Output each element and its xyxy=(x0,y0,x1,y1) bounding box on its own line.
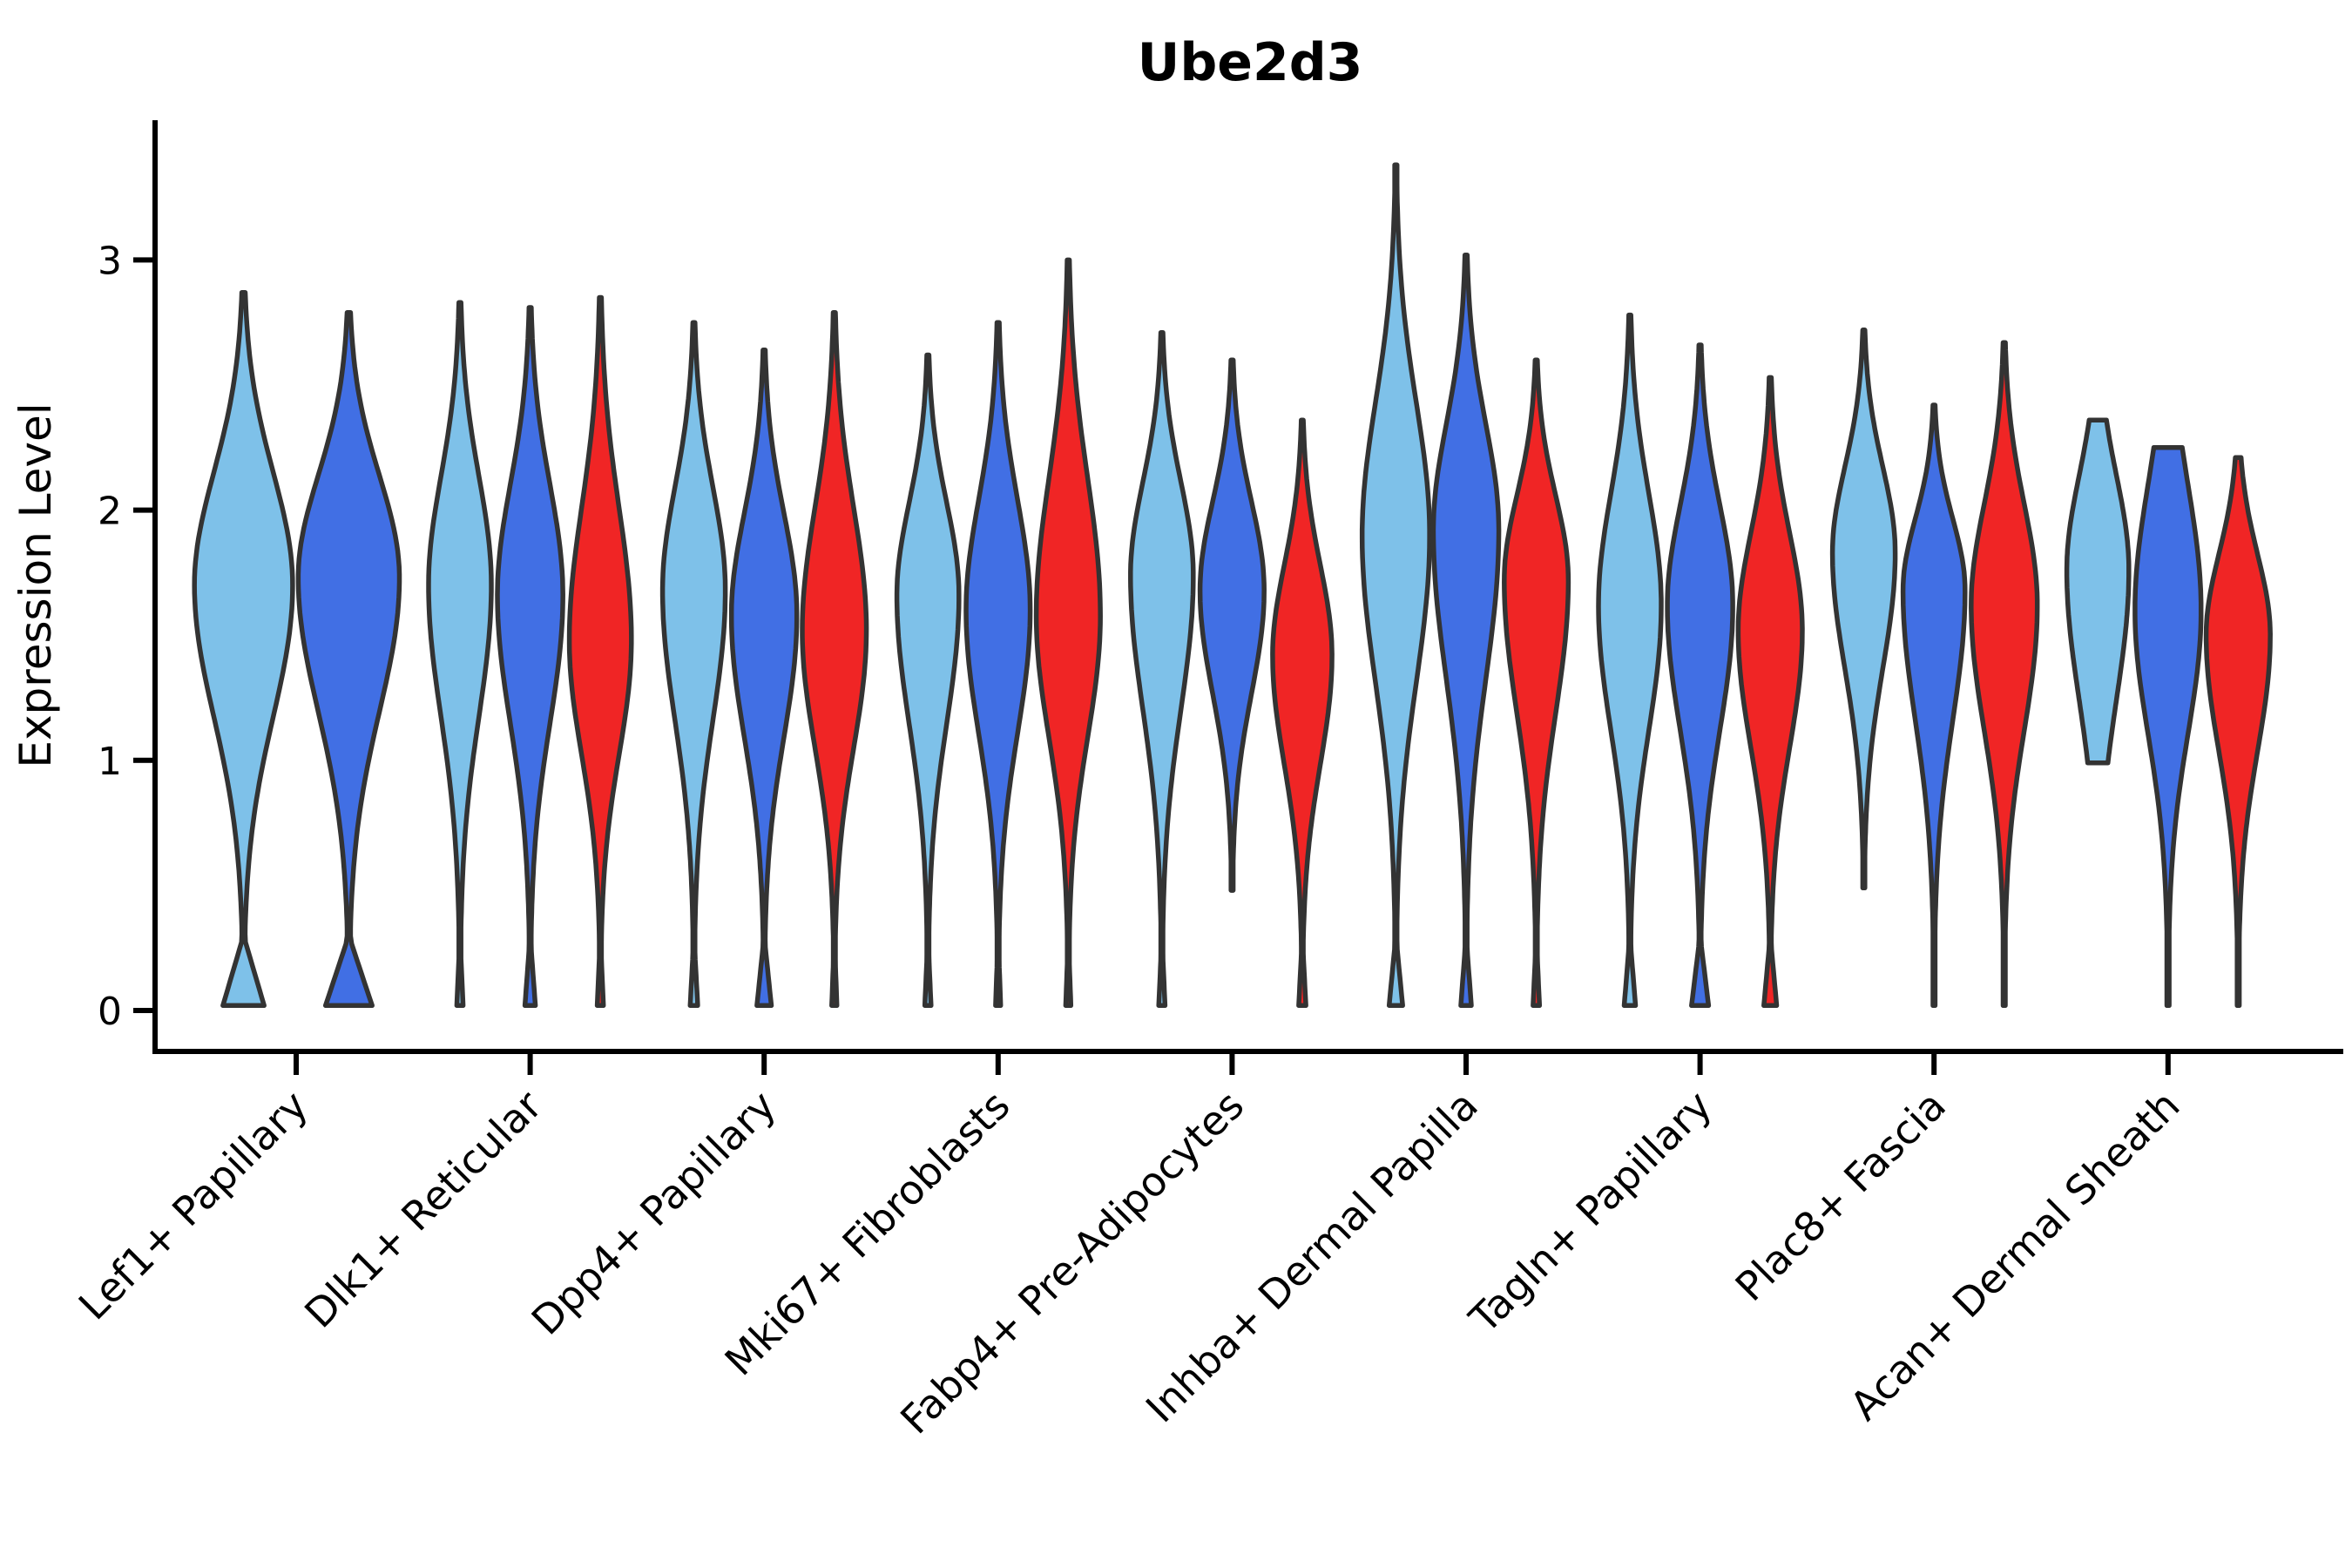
x-tick-mark xyxy=(995,1054,1001,1075)
x-tick-mark xyxy=(527,1054,533,1075)
violin-fabp4-pre-adipocytes-light-blue xyxy=(1128,329,1196,1009)
violin-lef1-papillary-light-blue xyxy=(192,289,295,1009)
y-tick-label-1: 1 xyxy=(98,740,122,784)
x-tick-label-plac8-fascia: Plac8+ Fascia xyxy=(1727,1082,1955,1310)
violin-dpp4-papillary-light-blue xyxy=(659,320,728,1009)
y-tick-label-2: 2 xyxy=(98,490,122,534)
y-tick-mark xyxy=(133,507,154,513)
violin-dlk1-reticular-blue xyxy=(495,305,565,1009)
y-axis-line xyxy=(152,120,158,1054)
violin-tagln-papillary-blue xyxy=(1665,342,1735,1009)
y-tick-mark xyxy=(133,757,154,763)
violin-plac8-fascia-light-blue xyxy=(1829,328,1898,891)
x-tick-mark xyxy=(1931,1054,1937,1075)
y-tick-label-0: 0 xyxy=(98,990,122,1034)
violin-group-container xyxy=(192,162,2273,1009)
x-tick-mark xyxy=(1697,1054,1703,1075)
violin-acan-dermal-sheath-red xyxy=(2203,455,2273,1009)
violin-tagln-papillary-light-blue xyxy=(1596,312,1664,1009)
violin-inhba-dermal-papilla-red xyxy=(1502,357,1571,1009)
violin-inhba-dermal-papilla-light-blue xyxy=(1359,162,1432,1009)
violin-dpp4-papillary-red xyxy=(800,309,869,1009)
y-tick-label-3: 3 xyxy=(98,239,122,283)
violin-dlk1-reticular-red xyxy=(566,294,634,1009)
y-tick-mark xyxy=(133,1008,154,1013)
violin-acan-dermal-sheath-light-blue xyxy=(2064,417,2132,766)
violin-mki67-fibroblasts-light-blue xyxy=(894,352,962,1009)
violin-tagln-papillary-red xyxy=(1735,375,1805,1009)
violin-plac8-fascia-blue xyxy=(1900,402,1968,1009)
violin-plac8-fascia-red xyxy=(1969,340,2040,1009)
y-tick-mark xyxy=(133,257,154,263)
chart-title: Ube2d3 xyxy=(1138,32,1363,93)
x-tick-mark xyxy=(761,1054,767,1075)
x-tick-label-lef1-papillary: Lef1+ Papillary xyxy=(70,1082,317,1329)
x-tick-mark xyxy=(1463,1054,1469,1075)
violin-fabp4-pre-adipocytes-red xyxy=(1270,417,1335,1009)
x-tick-mark xyxy=(294,1054,299,1075)
violin-dpp4-papillary-blue xyxy=(728,348,800,1009)
x-tick-label-dpp4-papillary: Dpp4+ Papillary xyxy=(523,1082,785,1344)
x-tick-mark xyxy=(1229,1054,1235,1075)
violin-mki67-fibroblasts-blue xyxy=(963,320,1033,1009)
y-tick-container: 0 1 2 3 xyxy=(98,239,154,1034)
violin-inhba-dermal-papilla-blue xyxy=(1430,252,1502,1009)
x-axis-line xyxy=(152,1049,2343,1054)
violin-acan-dermal-sheath-blue xyxy=(2132,445,2204,1009)
x-tick-mark xyxy=(2165,1054,2171,1075)
violin-lef1-papillary-blue xyxy=(295,309,402,1009)
violin-mki67-fibroblasts-red xyxy=(1033,257,1103,1009)
y-axis-label: Expression Level xyxy=(10,402,61,767)
x-tick-label-dlk1-reticular: Dlk1+ Reticular xyxy=(295,1082,551,1337)
violin-fabp4-pre-adipocytes-blue xyxy=(1197,357,1267,893)
violin-dlk1-reticular-light-blue xyxy=(426,300,494,1009)
x-tick-label-tagln-papillary: Tagln+ Papillary xyxy=(1460,1082,1721,1343)
